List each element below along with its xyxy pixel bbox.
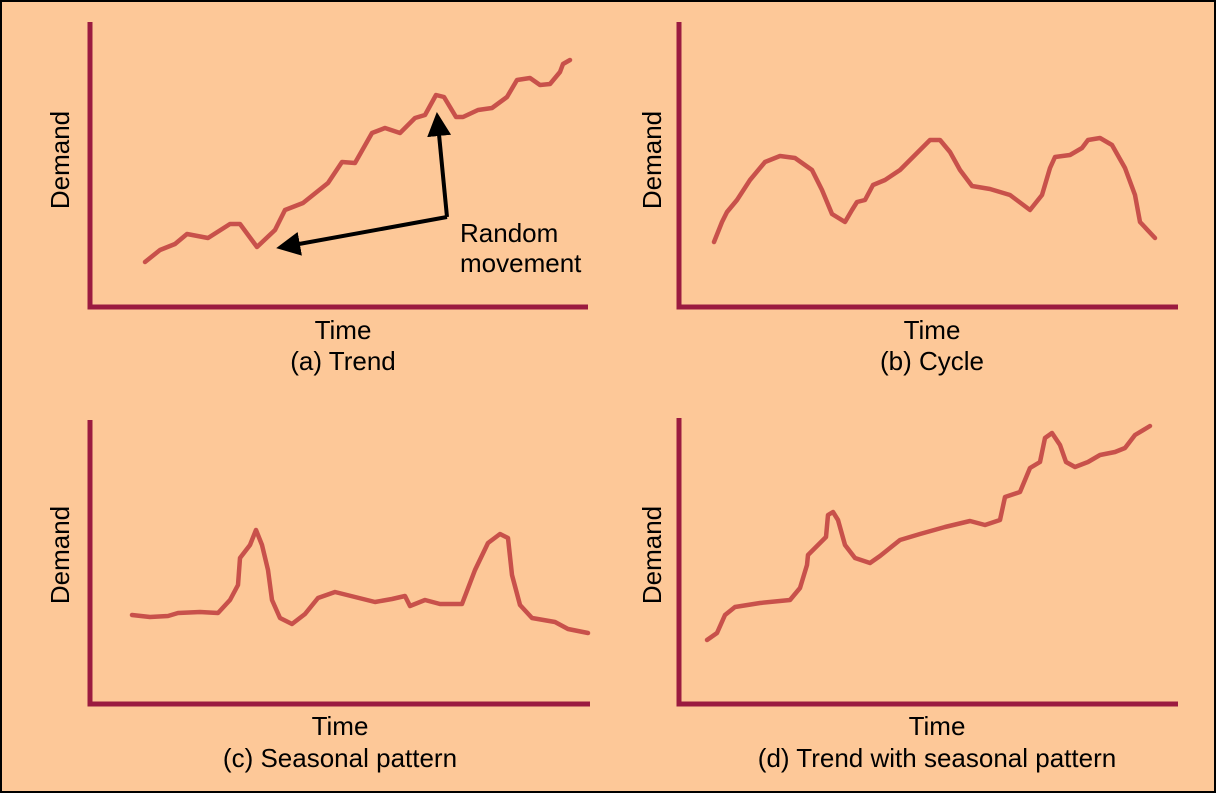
caption: (c) Seasonal pattern xyxy=(223,743,457,773)
demand-curve xyxy=(129,527,591,636)
x-label: Time xyxy=(312,711,369,741)
arrow xyxy=(276,215,448,256)
panel-b: Demand Time (b) Cycle xyxy=(637,22,1178,376)
axes xyxy=(87,420,590,707)
y-label: Demand xyxy=(637,506,667,604)
demand-curve xyxy=(704,423,1153,643)
axes xyxy=(676,418,1178,707)
y-label: Demand xyxy=(45,111,75,209)
caption: (b) Cycle xyxy=(880,346,984,376)
x-label: Time xyxy=(315,315,372,345)
x-label: Time xyxy=(909,711,966,741)
demand-curve xyxy=(711,135,1158,245)
axes xyxy=(676,22,1178,310)
panel-c: Demand Time (c) Seasonal pattern xyxy=(45,420,591,773)
x-label: Time xyxy=(904,315,961,345)
panel-d: Demand Time (d) Trend with seasonal patt… xyxy=(637,418,1178,773)
demand-curve xyxy=(142,57,573,265)
caption: (a) Trend xyxy=(290,346,396,376)
axes xyxy=(87,22,588,310)
y-label: Demand xyxy=(637,111,667,209)
panel-a: Demand Time (a) Trend Random movement xyxy=(45,22,588,376)
annotation: Random xyxy=(460,218,558,248)
y-label: Demand xyxy=(45,506,75,604)
caption: (d) Trend with seasonal pattern xyxy=(758,743,1116,773)
annotation: movement xyxy=(460,248,582,278)
arrow xyxy=(427,112,452,218)
